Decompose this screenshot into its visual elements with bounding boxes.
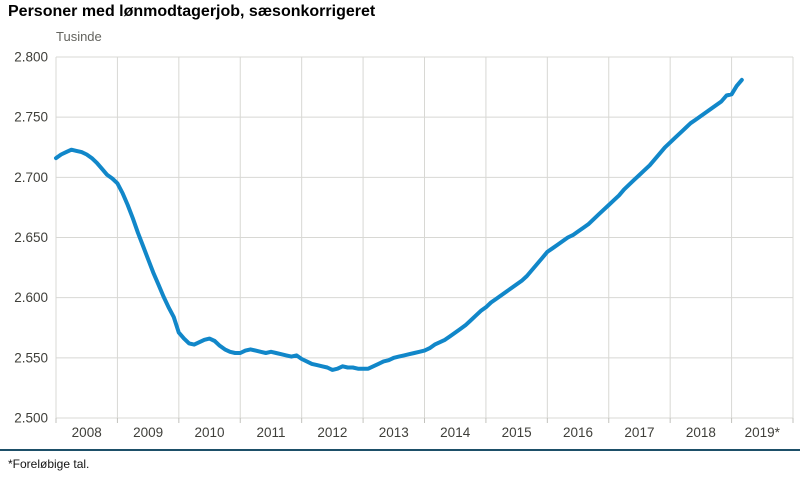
y-tick-label: 2.500 <box>14 411 48 426</box>
footer-divider <box>0 449 800 451</box>
x-tick-label: 2011 <box>256 425 285 440</box>
x-tick-label: 2012 <box>317 425 347 440</box>
y-tick-label: 2.700 <box>14 170 48 185</box>
x-tick-label: 2018 <box>686 425 716 440</box>
employment-series-line <box>54 77 744 372</box>
y-tick-label: 2.650 <box>14 230 48 245</box>
x-tick-label: 2017 <box>624 425 654 440</box>
y-tick-label: 2.750 <box>14 110 48 125</box>
x-tick-label: 2008 <box>72 425 102 440</box>
y-tick-label: 2.550 <box>14 350 48 365</box>
footnote: *Foreløbige tal. <box>8 457 90 471</box>
x-tick-label: 2010 <box>195 425 225 440</box>
y-axis-unit-label: Tusinde <box>56 29 102 44</box>
x-tick-label: 2019* <box>745 425 781 440</box>
x-tick-label: 2015 <box>502 425 532 440</box>
x-tick-label: 2014 <box>440 425 471 440</box>
x-tick-label: 2013 <box>379 425 409 440</box>
x-tick-label: 2016 <box>563 425 593 440</box>
x-tick-label: 2009 <box>133 425 163 440</box>
y-tick-label: 2.800 <box>14 50 48 65</box>
y-tick-label: 2.600 <box>14 290 48 305</box>
chart-title: Personer med lønmodtagerjob, sæsonkorrig… <box>8 3 376 20</box>
